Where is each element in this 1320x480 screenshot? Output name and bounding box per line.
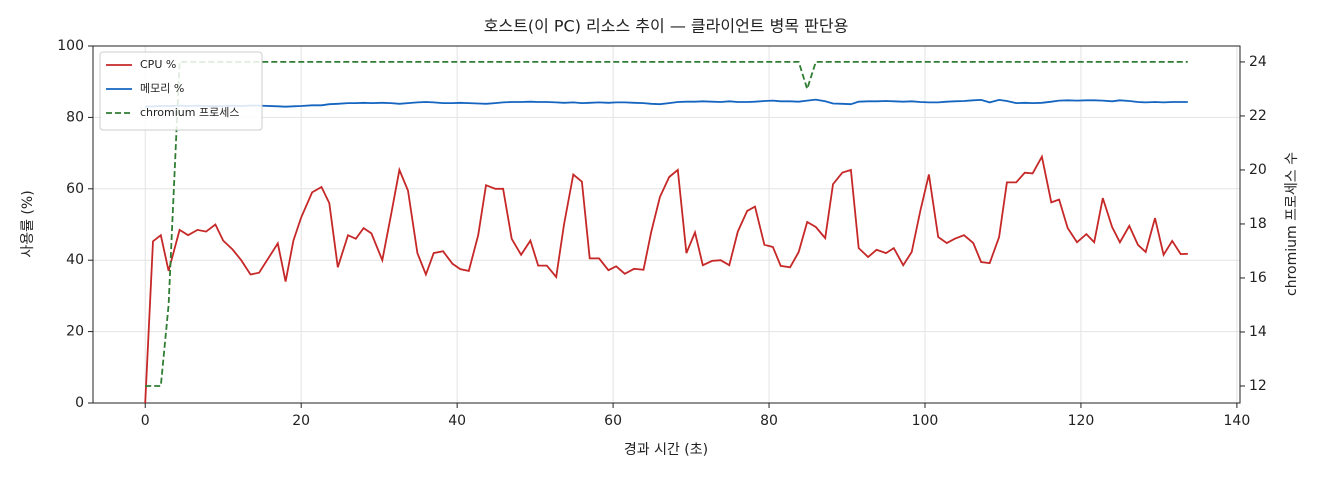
- y-tick-label: 60: [66, 181, 84, 197]
- chart-title: 호스트(이 PC) 리소스 추이 — 클라이언트 병목 판단용: [484, 17, 849, 36]
- legend-box: [99, 51, 263, 131]
- y-tick-label: 40: [66, 252, 84, 268]
- x-axis-label: 경과 시간 (초): [624, 442, 708, 458]
- y2-tick-label: 18: [1249, 216, 1267, 232]
- y2-tick-label: 16: [1249, 270, 1267, 286]
- x-tick-label: 40: [448, 413, 466, 429]
- y2-tick-label: 22: [1249, 108, 1267, 124]
- y2-axis-label: chromium 프로세스 수: [1284, 152, 1300, 296]
- y2-tick-label: 24: [1249, 54, 1267, 70]
- x-tick-label: 0: [141, 413, 150, 429]
- y-tick-label: 100: [57, 38, 84, 54]
- data-line: [145, 98, 1188, 108]
- legend-label: 메모리 %: [140, 82, 184, 95]
- x-tick-label: 20: [292, 413, 310, 429]
- y-tick-label: 20: [66, 324, 84, 340]
- x-tick-label: 80: [760, 413, 778, 429]
- data-line: [144, 154, 1188, 404]
- x-tick-label: 120: [1068, 413, 1095, 429]
- y-tick-label: 0: [75, 395, 84, 411]
- x-tick-label: 100: [912, 413, 939, 429]
- y2-tick-label: 12: [1249, 378, 1267, 394]
- y2-tick-label: 20: [1249, 162, 1267, 178]
- x-tick-label: 60: [604, 413, 622, 429]
- y-axis-label: 사용률 (%): [20, 190, 36, 257]
- legend-label: chromium 프로세스: [140, 106, 239, 119]
- x-tick-label: 140: [1224, 413, 1251, 429]
- y2-tick-label: 14: [1249, 324, 1267, 340]
- legend-label: CPU %: [140, 58, 176, 71]
- plot-frame: [92, 45, 1241, 404]
- data-line: [145, 61, 1188, 387]
- y-tick-label: 80: [66, 109, 84, 125]
